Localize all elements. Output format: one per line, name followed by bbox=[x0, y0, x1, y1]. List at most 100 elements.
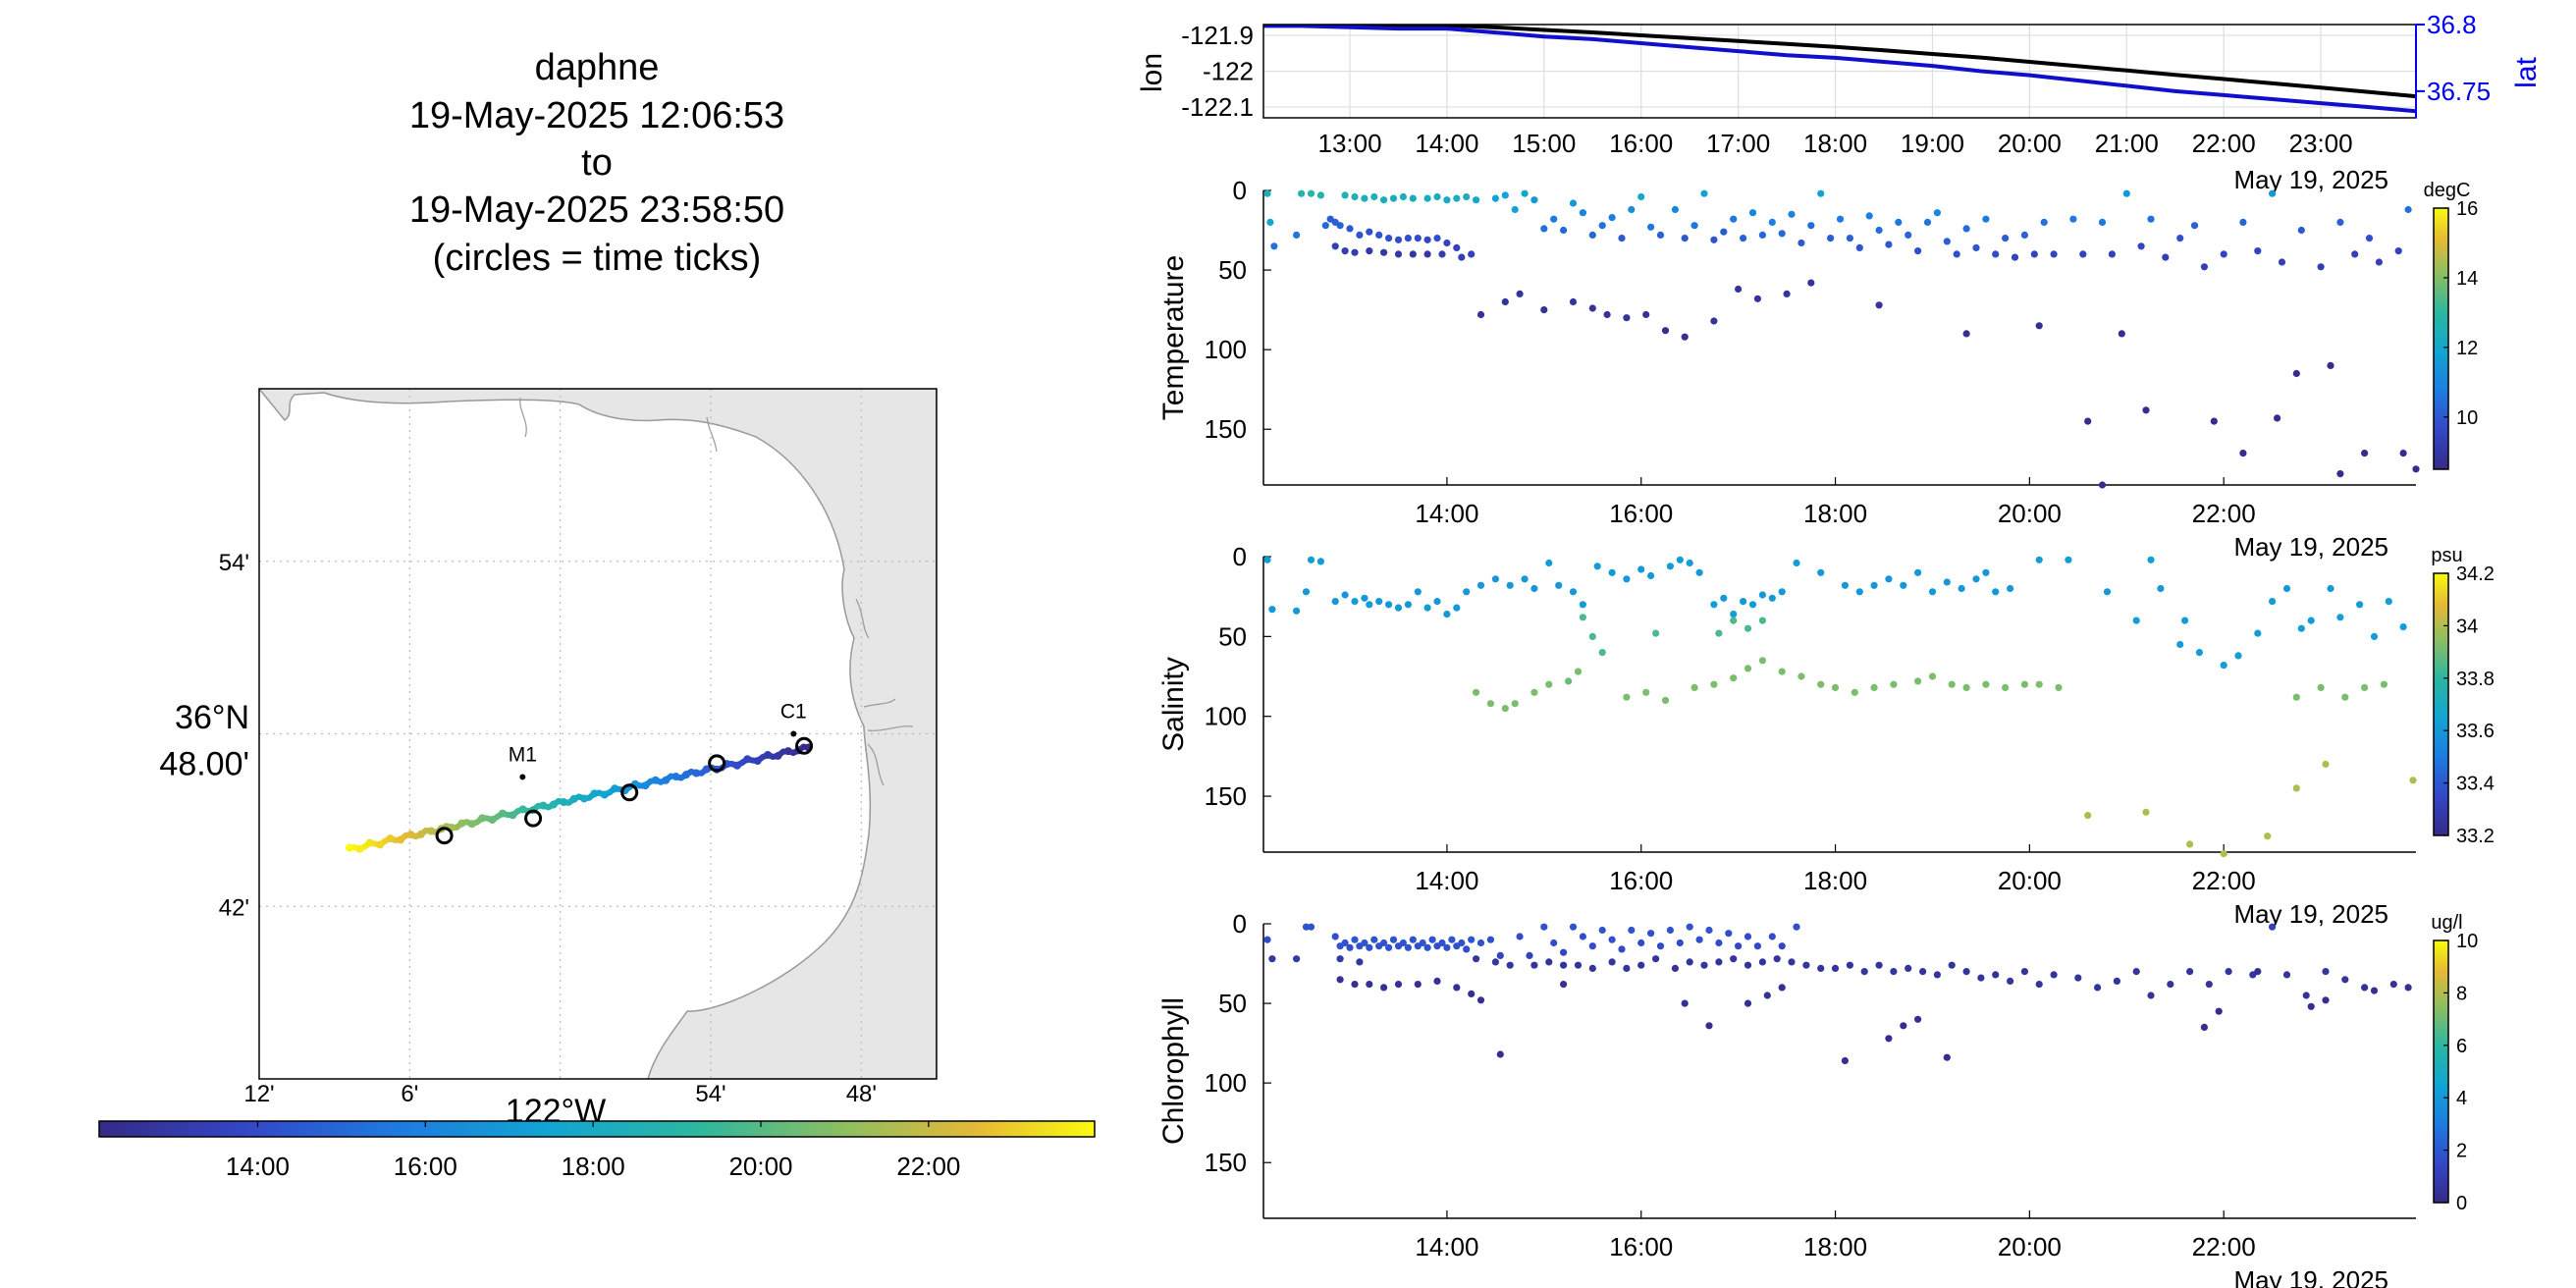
temperature-y-tick-label: 0 bbox=[1233, 176, 1247, 205]
chlorophyll-data-point bbox=[1914, 1015, 1922, 1023]
map-track-point bbox=[743, 755, 752, 764]
salinity-data-point bbox=[1900, 581, 1907, 589]
salinity-data-point bbox=[1293, 607, 1301, 615]
chlorophyll-data-point bbox=[2186, 968, 2194, 976]
chlorophyll-colorbar-tick-label: 0 bbox=[2456, 1193, 2467, 1214]
chlorophyll-data-point bbox=[1778, 942, 1786, 950]
temperature-data-point bbox=[1642, 310, 1650, 319]
temperature-data-point bbox=[1875, 226, 1883, 235]
temperature-data-point bbox=[1846, 235, 1853, 242]
map-track-point bbox=[580, 794, 589, 803]
salinity-data-point bbox=[2147, 556, 2155, 564]
temperature-data-point bbox=[2317, 263, 2325, 271]
chlorophyll-y-tick-label: 50 bbox=[1218, 989, 1247, 1018]
chlorophyll-data-point bbox=[1394, 942, 1403, 950]
temperature-data-point bbox=[2254, 247, 2262, 255]
chlorophyll-data-point bbox=[1433, 977, 1441, 986]
map-track-point bbox=[457, 819, 466, 828]
chlorophyll-data-point bbox=[2200, 1023, 2208, 1031]
temperature-data-point bbox=[1394, 250, 1403, 258]
salinity-data-point bbox=[1817, 568, 1825, 576]
temperature-data-point bbox=[1628, 205, 1636, 214]
map-frame bbox=[258, 388, 938, 1080]
salinity-data-point bbox=[1748, 601, 1757, 609]
chlorophyll-data-point bbox=[1574, 961, 1583, 969]
chlorophyll-data-point bbox=[1560, 948, 1568, 956]
temperature-data-point bbox=[1443, 239, 1451, 247]
salinity-data-point bbox=[2254, 629, 2262, 637]
salinity-data-point bbox=[1870, 683, 1878, 692]
salinity-colorbar-unit: psu bbox=[2431, 545, 2462, 566]
temperature-data-point bbox=[2050, 250, 2058, 258]
salinity-data-point bbox=[1385, 601, 1393, 609]
chlorophyll-data-point bbox=[1715, 958, 1723, 966]
salinity-data-point bbox=[1972, 575, 1980, 583]
chlorophyll-data-point bbox=[1695, 936, 1703, 943]
salinity-data-point bbox=[2356, 601, 2364, 609]
chlorophyll-data-point bbox=[1351, 936, 1359, 943]
map-track-point bbox=[753, 757, 762, 766]
temperature-data-point bbox=[1962, 225, 1970, 233]
temperature-data-point bbox=[1885, 241, 1893, 248]
temperature-data-point bbox=[2137, 242, 2145, 250]
salinity-data-point bbox=[1740, 598, 1747, 606]
position-x-tick-label: 17:00 bbox=[1706, 129, 1770, 158]
map-lat-labels: 54' 48.00' 42' bbox=[159, 550, 249, 922]
chlorophyll-data-point bbox=[1831, 964, 1840, 973]
temperature-data-point bbox=[1608, 214, 1616, 222]
temperature-data-point bbox=[1836, 215, 1845, 223]
salinity-data-point bbox=[1443, 611, 1451, 618]
temperature-data-point bbox=[1788, 210, 1796, 218]
temperature-data-point bbox=[1366, 247, 1373, 255]
chlorophyll-data-point bbox=[1666, 926, 1674, 935]
chlorophyll-data-point bbox=[1618, 945, 1626, 953]
temperature-data-point bbox=[2351, 250, 2359, 258]
chlorophyll-data-point bbox=[1758, 958, 1766, 966]
salinity-data-point bbox=[2380, 680, 2388, 688]
temperature-data-point bbox=[1443, 196, 1451, 204]
map-track bbox=[346, 736, 814, 853]
temperature-data-point bbox=[1875, 301, 1883, 309]
temperature-data-point bbox=[2239, 450, 2247, 457]
temperature-data-point bbox=[1266, 218, 1274, 226]
salinity-data-point bbox=[1686, 559, 1693, 567]
lat-series-line bbox=[1263, 25, 2416, 114]
map-lon-tick-label: 6' bbox=[401, 1081, 418, 1107]
temperature-data-point bbox=[1438, 250, 1446, 258]
temperature-data-point bbox=[1807, 222, 1815, 230]
salinity-data-point bbox=[2035, 556, 2043, 564]
temperature-data-point bbox=[2399, 450, 2407, 457]
map-lon-tick-label: 54' bbox=[695, 1081, 725, 1107]
salinity-data-point bbox=[1982, 680, 1990, 688]
header-start-time: 19-May-2025 12:06:53 bbox=[409, 95, 784, 136]
map-track-point bbox=[600, 790, 609, 799]
chlorophyll-data-point bbox=[1433, 942, 1441, 950]
temperature-data-point bbox=[2297, 226, 2305, 235]
salinity-data-point bbox=[1841, 581, 1849, 589]
salinity-data-point bbox=[1588, 632, 1596, 641]
map-track-point bbox=[365, 838, 374, 847]
chlorophyll-data-point bbox=[1715, 939, 1723, 947]
temperature-data-point bbox=[1855, 243, 1863, 251]
chlorophyll-data-point bbox=[1491, 958, 1499, 966]
temperature-data-point bbox=[1530, 196, 1538, 204]
temperature-data-point bbox=[1321, 222, 1329, 230]
salinity-data-point bbox=[1579, 614, 1586, 621]
salinity-data-point bbox=[2317, 683, 2325, 692]
mooring-marker bbox=[519, 774, 526, 780]
mooring-label: M1 bbox=[509, 743, 537, 766]
salinity-colorbar-tick-label: 33.8 bbox=[2456, 669, 2495, 690]
temperature-data-point bbox=[1336, 222, 1344, 230]
temperature-data-point bbox=[2142, 406, 2150, 414]
map-lat-tick-label: 42' bbox=[219, 894, 249, 921]
salinity-data-point bbox=[2176, 640, 2184, 649]
chlorophyll-data-point bbox=[1943, 1053, 1951, 1061]
temperature-data-point bbox=[1690, 222, 1698, 230]
salinity-data-point bbox=[2409, 777, 2417, 784]
chlorophyll-data-point bbox=[1647, 930, 1655, 938]
salinity-data-point bbox=[1263, 556, 1271, 564]
chlorophyll-axis-label: Chlorophyll bbox=[1157, 997, 1190, 1145]
chlorophyll-data-point bbox=[1730, 955, 1738, 963]
